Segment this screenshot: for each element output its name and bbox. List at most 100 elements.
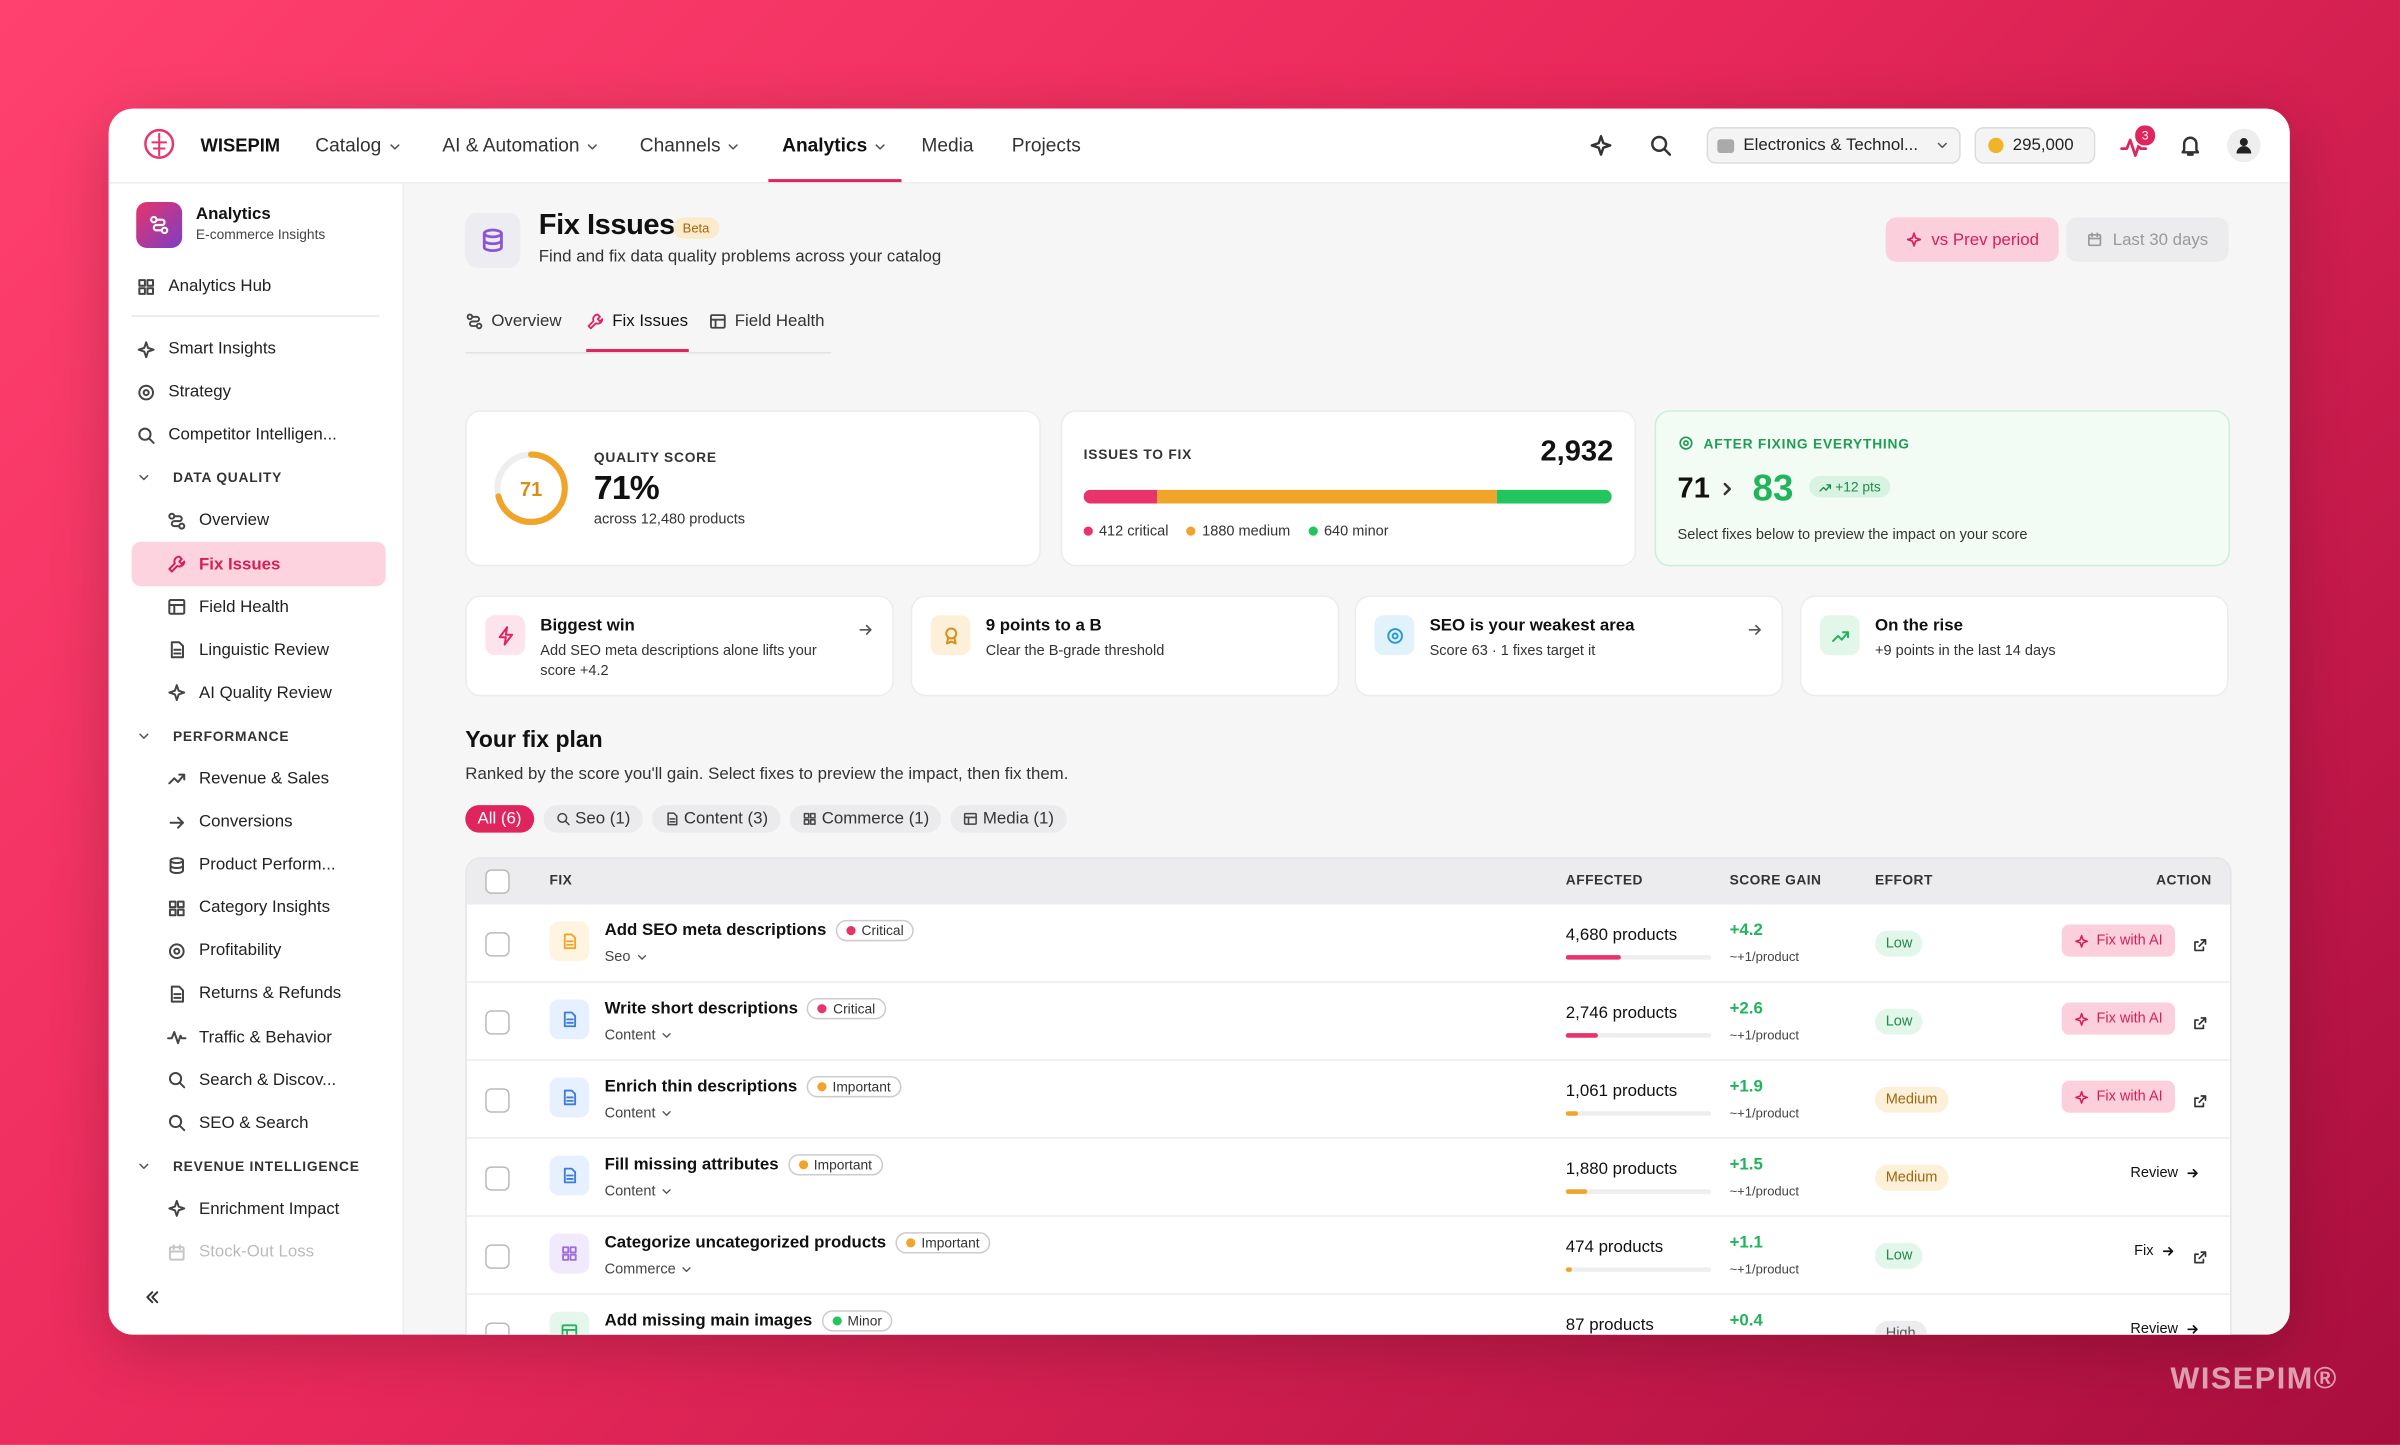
sidebar-item[interactable]: Profitability [109,930,403,973]
nav-item[interactable]: Analytics [768,109,902,183]
tab[interactable]: Field Health [709,312,825,352]
select-all-checkbox[interactable] [485,869,510,894]
sidebar-item[interactable]: Traffic & Behavior [109,1016,403,1059]
filter-chip[interactable]: All (6) [465,805,534,833]
nav-item[interactable]: AI & Automation [442,109,600,182]
nav-item[interactable]: Media [921,109,973,182]
row-icon [562,1246,577,1261]
insight-card[interactable]: SEO is your weakest area Score 63 · 1 fix… [1354,595,1784,697]
section-header[interactable]: PERFORMANCE [109,715,403,758]
severity-label: Critical [861,922,904,939]
sidebar-item[interactable]: Strategy [109,371,403,414]
affected-bar [1565,955,1712,960]
action-button[interactable]: Fix [2134,1243,2175,1260]
affected-count: 1,061 products [1565,1082,1678,1101]
row-checkbox[interactable] [485,1088,510,1113]
open-link[interactable] [2192,1090,2209,1118]
sidebar-item[interactable]: Competitor Intelligen... [109,414,403,457]
severity-badge: Important [895,1232,991,1254]
search-button[interactable] [1648,133,1672,165]
row-checkbox[interactable] [485,1322,510,1335]
insight-title: 9 points to a B [985,616,1102,636]
sidebar-item[interactable]: Analytics Hub [109,265,403,308]
filter-chip[interactable]: Content (3) [651,805,781,833]
filter-icon [556,812,570,826]
insight-card[interactable]: On the rise +9 points in the last 14 days [1799,595,2229,697]
sidebar-item[interactable]: Category Insights [109,887,403,930]
compare-button[interactable]: vs Prev period [1885,217,2059,262]
sidebar-item[interactable]: Linguistic Review [109,629,403,672]
filter-chip[interactable]: Commerce (1) [789,805,942,833]
tab[interactable]: Fix Issues [586,312,689,353]
sidebar-item[interactable]: Search & Discov... [109,1059,403,1102]
sidebar-item[interactable]: Fix Issues [131,542,386,586]
card-label: ISSUES TO FIX [1083,446,1193,463]
fix-row: Fill missing attributes Important Content 1… [466,1137,2231,1217]
ai-button[interactable] [1589,133,1613,165]
sidebar-item[interactable]: AI Quality Review [109,672,403,715]
sidebar-item[interactable]: Smart Insights [109,328,403,371]
item-icon [168,943,185,959]
category-label: Content [604,1183,656,1200]
sidebar-label: Conversions [198,812,293,832]
filter-chip[interactable]: Media (1) [950,805,1067,833]
sidebar-item[interactable]: Product Perform... [109,844,403,887]
sidebar-item[interactable]: Enrichment Impact [109,1188,403,1231]
action-button[interactable]: Review [2130,1165,2199,1182]
action-button[interactable]: Review [2130,1321,2199,1335]
sidebar-item[interactable]: Stock-Out Loss [109,1231,403,1274]
affected-bar [1565,1267,1712,1272]
nav-item[interactable]: Channels [640,109,741,182]
filter-chip[interactable]: Seo (1) [542,805,643,833]
category-select[interactable]: Content [605,1105,674,1122]
sidebar-item[interactable]: Revenue & Sales [109,758,403,801]
row-checkbox[interactable] [485,932,510,957]
sidebar-item[interactable]: SEO & Search [109,1102,403,1145]
workspace-select[interactable]: Electronics & Technol... [1706,127,1961,164]
row-checkbox[interactable] [485,1244,510,1269]
row-checkbox[interactable] [485,1166,510,1191]
sidebar-item[interactable]: Overview [109,500,403,543]
sidebar-item[interactable]: Returns & Refunds [109,973,403,1016]
activity-button[interactable] [2120,133,2148,168]
pulse-icon [2120,138,2148,157]
page-icon [465,212,521,268]
tab[interactable]: Overview [465,312,561,352]
sidebar-item[interactable]: Conversions [109,801,403,844]
insight-card[interactable]: 9 points to a B Clear the B-grade thresho… [910,595,1340,697]
section-header[interactable]: REVENUE INTELLIGENCE [109,1145,403,1188]
insight-card[interactable]: Biggest win Add SEO meta descriptions alo… [465,595,894,697]
row-checkbox[interactable] [485,1010,510,1035]
card-label: QUALITY SCORE [593,449,717,466]
item-icon [138,384,155,400]
severity-label: Important [813,1157,873,1173]
action-button[interactable]: Fix with AI [2061,1002,2175,1035]
sidebar-label: Competitor Intelligen... [168,425,337,445]
open-link[interactable] [2192,934,2209,962]
category-select[interactable]: Commerce [605,1261,694,1278]
tab-label: Fix Issues [612,312,689,331]
bell-button[interactable] [2178,133,2202,165]
open-link[interactable] [2192,1012,2209,1040]
section-header[interactable]: DATA QUALITY [109,457,403,500]
category-select[interactable]: Content [605,1183,674,1200]
action-button[interactable]: Fix with AI [2061,1080,2175,1113]
credits[interactable]: 295,000 [1974,127,2096,164]
issues-bar [1083,489,1612,504]
open-link[interactable] [2192,1246,2209,1274]
action-label: Fix [2134,1242,2154,1260]
avatar[interactable] [2227,128,2261,163]
collapse-button[interactable] [142,1287,162,1315]
legend-label: 1880 medium [1202,523,1291,541]
tab-label: Overview [491,312,562,331]
tab-icon [466,313,483,330]
action-button[interactable]: Fix with AI [2061,924,2175,957]
category-select[interactable]: Seo [605,949,649,966]
nav-item[interactable]: Catalog [315,109,402,182]
nav-item[interactable]: Projects [1012,109,1081,182]
sidebar-item[interactable]: Field Health [109,586,403,629]
category-select[interactable]: Content [605,1027,674,1044]
db-icon [482,228,503,253]
gain-rate: ~+1/product [1729,1027,1800,1043]
date-range-button[interactable]: Last 30 days [2066,217,2229,262]
